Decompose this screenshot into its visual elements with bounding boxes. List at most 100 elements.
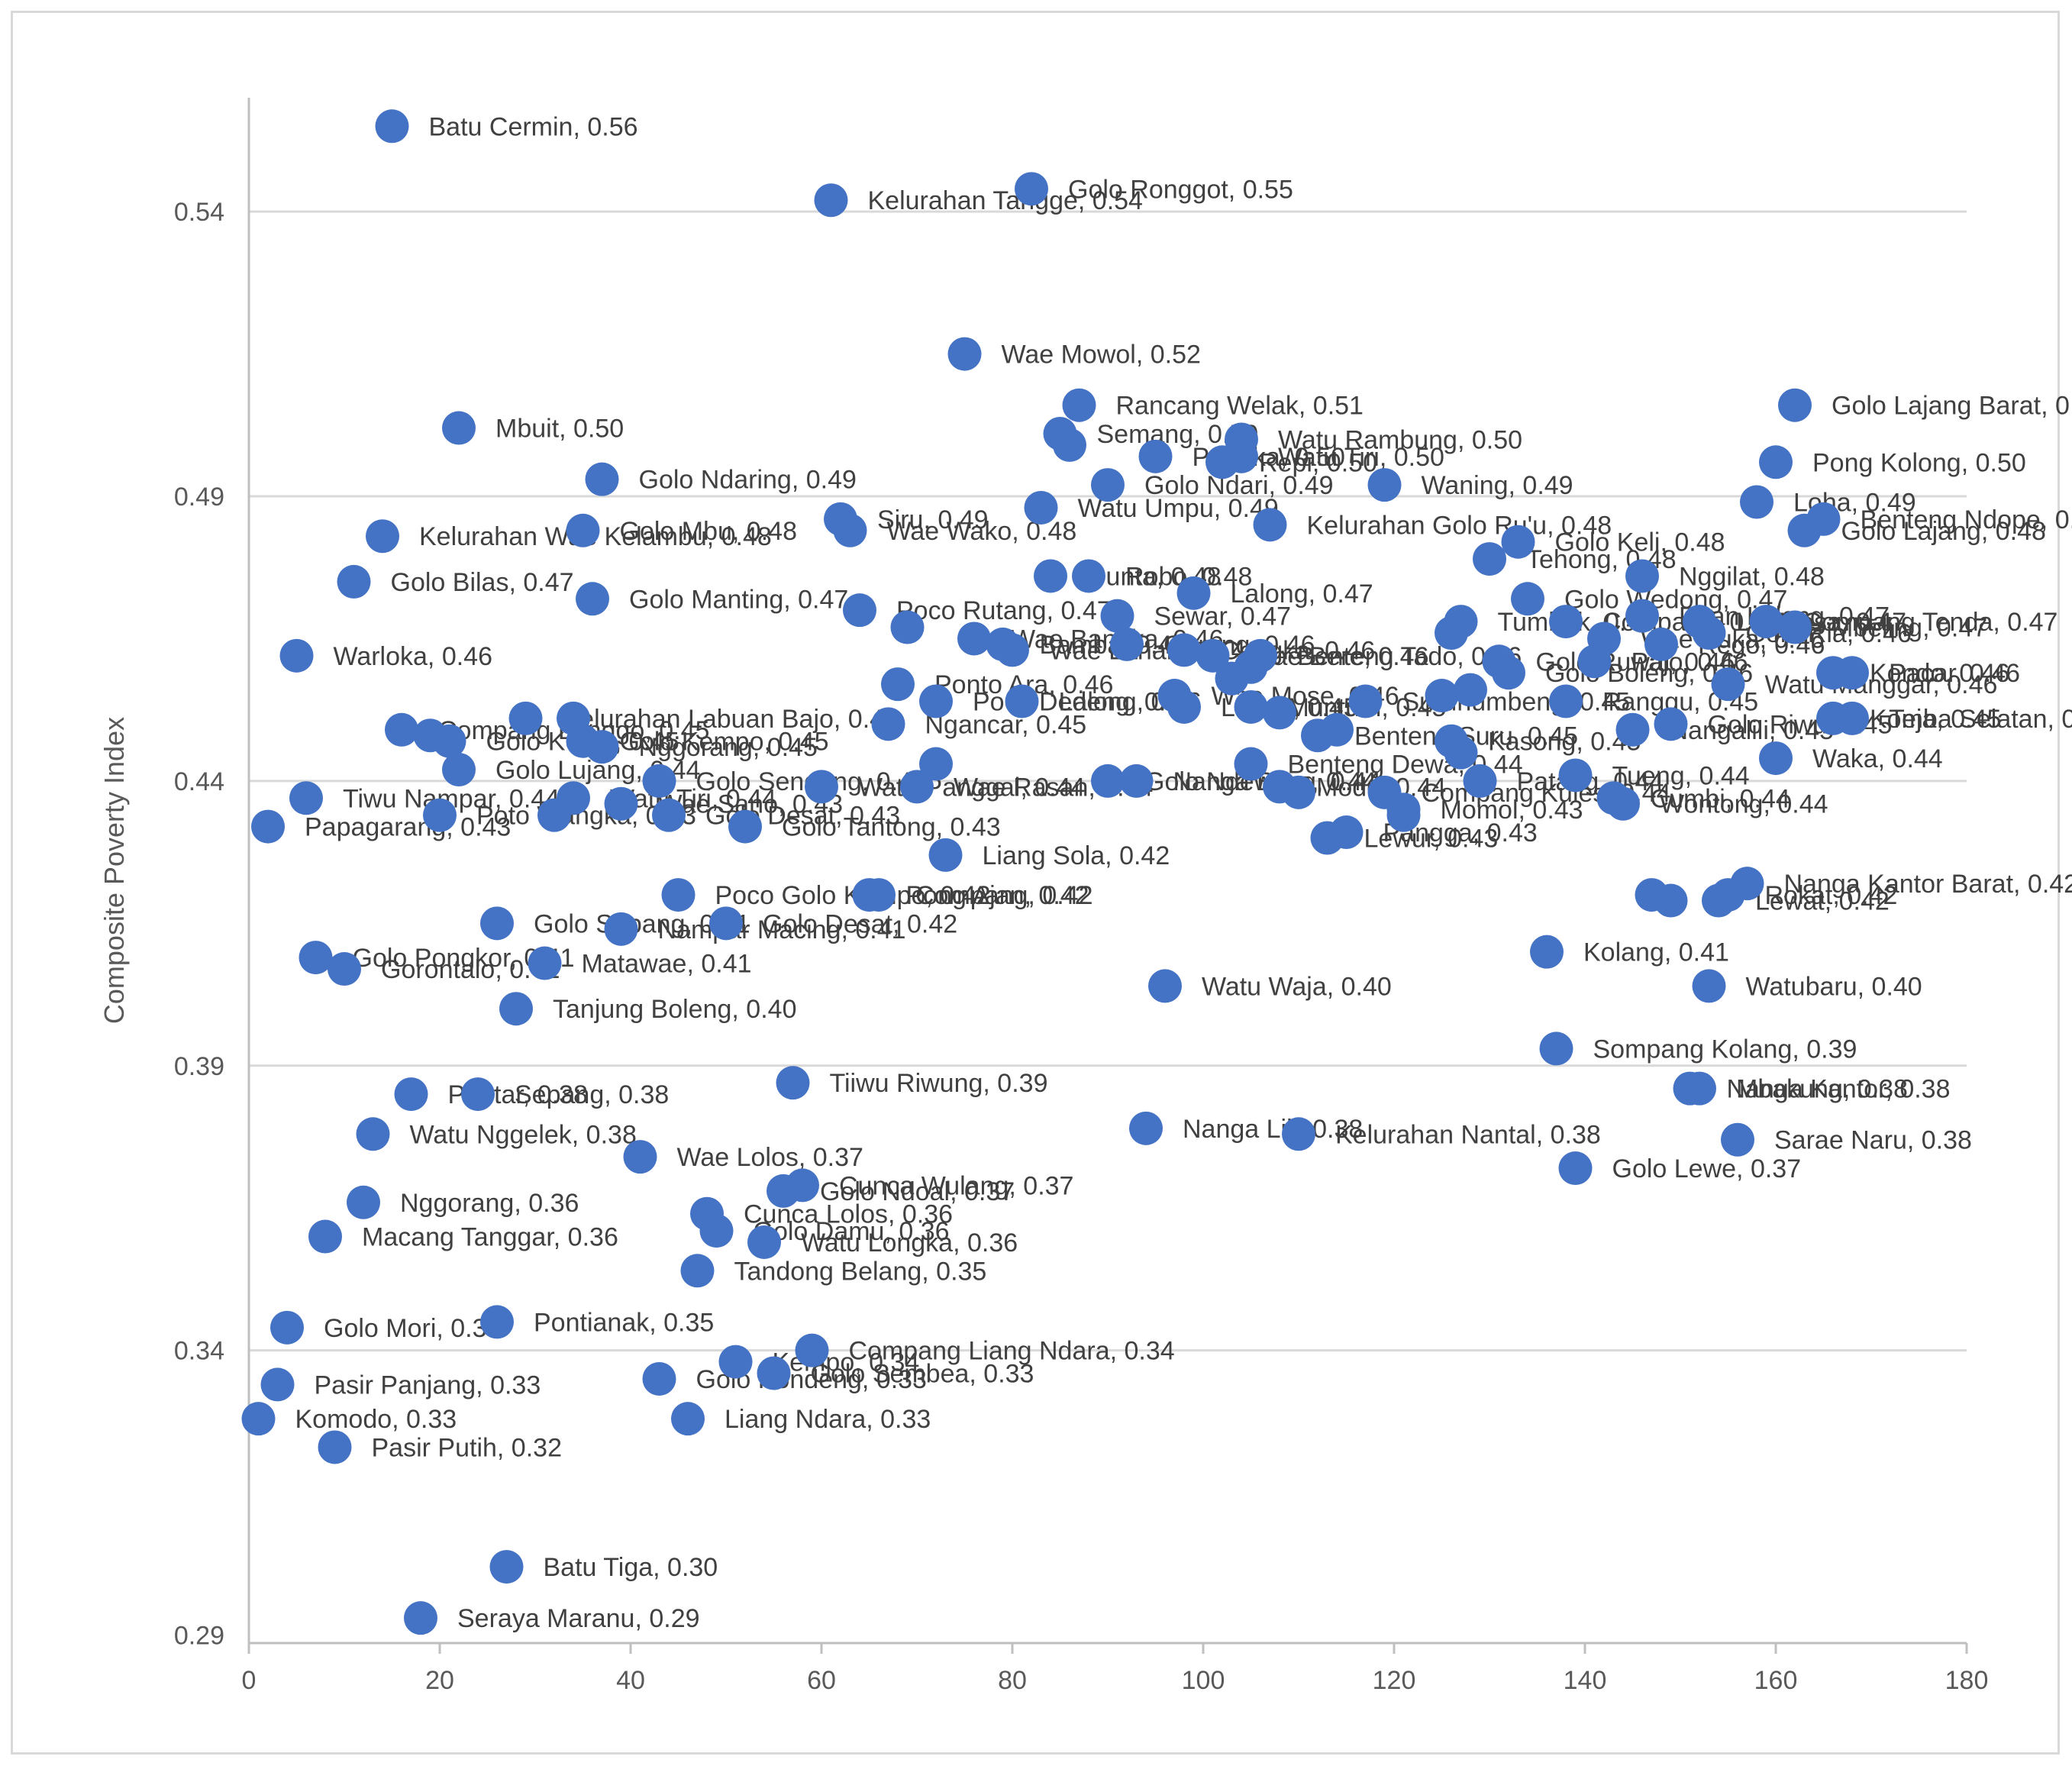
data-label: Ngancar, 0.45 (925, 710, 1087, 739)
data-label: Pontianak, 0.35 (534, 1308, 714, 1337)
data-point (366, 519, 399, 554)
data-label: Golo Tantong, 0.43 (782, 813, 1001, 842)
data-label: Batu Cermin, 0.56 (429, 112, 638, 141)
data-point (394, 1077, 428, 1112)
data-point (576, 582, 609, 616)
data-point (996, 633, 1029, 667)
data-label: Rokat, 0.42 (1765, 881, 1898, 910)
data-label: Tandong Belang, 0.35 (734, 1257, 987, 1286)
data-label: Kolang, 0.41 (1583, 938, 1729, 967)
data-label: Lalong, 0.47 (1231, 580, 1373, 609)
data-point (671, 1402, 705, 1436)
data-label: Waka, 0.44 (1812, 744, 1943, 773)
data-point (1034, 559, 1067, 593)
data-point (432, 724, 466, 758)
data-label: Golo Kempo, 0.45 (620, 728, 829, 757)
data-point (1711, 667, 1745, 702)
data-point (508, 701, 543, 735)
data-point (786, 1168, 819, 1203)
data-point (1072, 559, 1105, 593)
data-label: Pong Kolong, 0.50 (1812, 448, 2026, 477)
y-tick-label: 0.54 (174, 198, 224, 227)
data-point (585, 462, 619, 496)
data-point (1167, 689, 1201, 724)
data-point (928, 838, 963, 872)
y-tick-label: 0.49 (174, 483, 224, 512)
data-point (1015, 172, 1048, 206)
data-point (260, 1367, 295, 1402)
y-tick-label: 0.39 (174, 1052, 224, 1081)
data-label: Kondo, 0.46 (1870, 659, 2009, 688)
data-label: Liang Ndara, 0.33 (725, 1405, 931, 1434)
data-point (728, 809, 762, 844)
data-label: Golo Ndari, 0.49 (1144, 471, 1334, 500)
data-label: Kelurahan Golo Ru'u, 0.48 (1307, 511, 1612, 540)
data-point (318, 1430, 352, 1464)
data-label: Golo Wedong, 0.47 (1564, 585, 1787, 614)
data-label: Sepang, 0.38 (515, 1080, 669, 1109)
data-point (1138, 439, 1173, 473)
data-label: Watu Tiri, 0.50 (1278, 443, 1444, 472)
data-point (461, 1077, 495, 1112)
data-point (814, 183, 848, 218)
data-point (1062, 388, 1096, 422)
data-point (604, 912, 638, 946)
data-label: Wae Mowol, 0.52 (1002, 341, 1201, 370)
data-label: Compang Tenda, 0.47 (1803, 608, 2058, 637)
data-point (1454, 673, 1487, 707)
data-point (1492, 656, 1525, 690)
data-label: Seraya Maranu, 0.29 (457, 1604, 700, 1633)
data-point (499, 992, 533, 1026)
data-point (423, 798, 457, 832)
data-point (652, 798, 686, 832)
data-point (947, 337, 982, 371)
x-tick-label: 160 (1754, 1666, 1798, 1695)
data-point (699, 1214, 734, 1248)
data-label: Teja, 0.45 (1889, 705, 2001, 734)
data-point (585, 730, 619, 764)
data-label: Warloka, 0.46 (334, 642, 493, 671)
data-point (1282, 775, 1315, 809)
data-label: Siru, 0.49 (877, 505, 989, 534)
x-tick-label: 180 (1945, 1666, 1989, 1695)
data-point (1091, 764, 1125, 798)
data-label: Sarae Naru, 0.38 (1774, 1126, 1972, 1155)
data-point (385, 712, 418, 747)
data-point (1558, 1151, 1593, 1186)
data-point (489, 1550, 524, 1584)
data-label: Kelurahan Nantal, 0.38 (1335, 1120, 1601, 1149)
data-label: Watu Waja, 0.40 (1202, 972, 1392, 1001)
data-label: Komba Selatan, 0.45 (1870, 705, 2072, 734)
data-point (328, 952, 361, 986)
data-points (241, 109, 1869, 1635)
data-point (337, 564, 371, 599)
data-label: Tiiwu Riwung, 0.39 (830, 1069, 1048, 1098)
data-point (1778, 388, 1812, 422)
data-point (299, 941, 333, 975)
data-label: Rancang Welak, 0.51 (1116, 392, 1364, 421)
data-point (881, 667, 915, 702)
data-point (1367, 468, 1402, 502)
data-label: Liang Sola, 0.42 (983, 841, 1170, 870)
y-tick-label: 0.44 (174, 767, 224, 796)
x-tick-label: 80 (998, 1666, 1027, 1695)
data-point (1282, 1117, 1315, 1151)
data-label: Repi, 0.50 (1259, 448, 1377, 477)
data-label: Benteng Ndope, 0.49 (1861, 505, 2072, 534)
data-point (1711, 878, 1745, 912)
data-label: Nampar Macing, 0.41 (658, 915, 906, 944)
data-point (1148, 969, 1182, 1003)
data-point (375, 109, 409, 144)
data-label: Golo Lewe, 0.37 (1612, 1154, 1802, 1183)
data-label: Momol, 0.43 (1441, 796, 1583, 825)
data-point (308, 1219, 342, 1254)
data-point (642, 764, 676, 798)
data-label: Pacar, 0.46 (1889, 659, 2020, 688)
data-point (356, 1117, 390, 1151)
data-label: Papagarang, 0.43 (305, 813, 511, 842)
data-point (757, 1356, 791, 1390)
data-point (1683, 1071, 1716, 1106)
data-label: Sewar, 0.47 (1154, 602, 1292, 631)
